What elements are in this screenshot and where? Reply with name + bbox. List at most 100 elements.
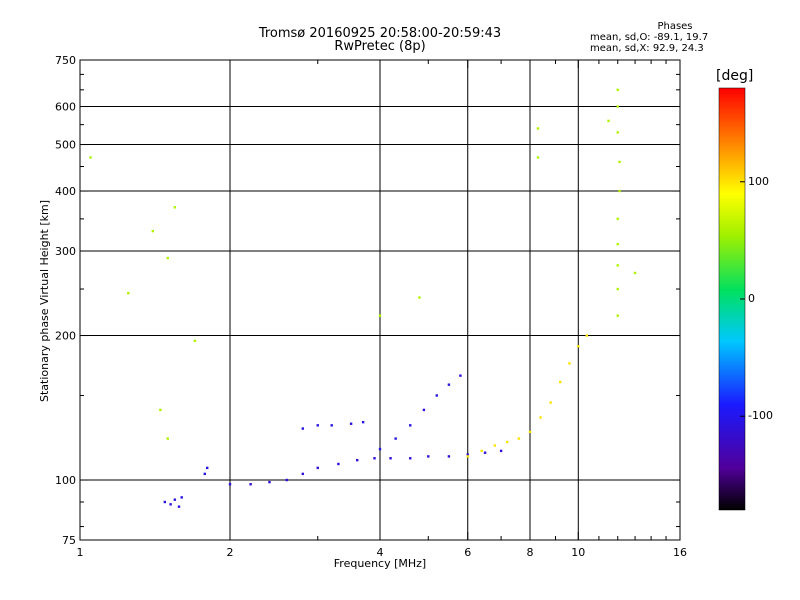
data-point bbox=[378, 447, 382, 451]
phases-o-mode: mean, sd,O: -89.1, 19.7 bbox=[590, 32, 709, 43]
data-point bbox=[177, 505, 181, 508]
data-point bbox=[616, 131, 619, 134]
data-point bbox=[447, 455, 451, 458]
data-point bbox=[355, 458, 359, 462]
x-tick-label: 10 bbox=[571, 546, 585, 559]
x-tick-label: 6 bbox=[464, 546, 471, 559]
y-axis-label: Stationary phase Virtual Height [km] bbox=[38, 200, 51, 402]
chart-subtitle: RwPretec (8p) bbox=[334, 39, 426, 54]
data-point bbox=[607, 119, 610, 123]
y-tick-label: 100 bbox=[55, 474, 76, 487]
x-tick-labels: 1 2 4 6 8 10 16 bbox=[77, 546, 688, 559]
y-tick-label: 300 bbox=[55, 245, 76, 258]
data-point bbox=[418, 296, 421, 299]
data-point bbox=[166, 437, 169, 440]
chart-title: Tromsø 20160925 20:58:00-20:59:43 bbox=[258, 26, 502, 41]
data-point bbox=[373, 457, 376, 460]
colorbar-ticks bbox=[740, 181, 745, 417]
data-point bbox=[301, 472, 305, 476]
data-point bbox=[616, 242, 619, 246]
data-point bbox=[151, 229, 155, 233]
y-tick-label: 75 bbox=[62, 534, 76, 547]
x-tick-label: 1 bbox=[77, 546, 84, 559]
data-point bbox=[127, 292, 130, 295]
phases-x-mode: mean, sd,X: 92.9, 24.3 bbox=[590, 43, 704, 54]
data-point bbox=[549, 401, 552, 404]
colorbar-label: [deg] bbox=[716, 68, 754, 84]
data-point bbox=[616, 264, 619, 267]
x-tick-label: 16 bbox=[673, 546, 687, 559]
data-point bbox=[616, 105, 619, 108]
phases-header: Phases bbox=[657, 21, 693, 32]
data-point bbox=[559, 380, 562, 384]
data-point bbox=[268, 480, 271, 484]
axis-ticks bbox=[79, 59, 681, 541]
y-tick-label: 500 bbox=[55, 139, 76, 152]
data-point bbox=[285, 478, 288, 482]
data-point bbox=[536, 127, 540, 130]
x-axis-label: Frequency [MHz] bbox=[334, 557, 426, 570]
scatter-points bbox=[89, 88, 637, 508]
data-point bbox=[173, 206, 177, 209]
data-point bbox=[466, 455, 469, 458]
data-point bbox=[180, 496, 183, 499]
colorbar-tick-label: 100 bbox=[748, 174, 769, 188]
data-point bbox=[618, 160, 621, 164]
y-tick-label: 200 bbox=[55, 330, 76, 343]
y-tick-label: 750 bbox=[55, 54, 76, 67]
data-point bbox=[378, 314, 382, 317]
data-point bbox=[337, 462, 340, 466]
phases-summary: Phases mean, sd,O: -89.1, 19.7 mean, sd,… bbox=[590, 21, 730, 54]
data-point bbox=[409, 457, 412, 460]
data-point bbox=[616, 314, 619, 317]
data-point bbox=[394, 437, 397, 440]
data-point bbox=[435, 394, 438, 397]
y-tick-label: 400 bbox=[55, 185, 76, 198]
data-point bbox=[301, 427, 305, 430]
data-point bbox=[316, 466, 319, 470]
data-point bbox=[577, 345, 580, 348]
data-point bbox=[499, 449, 503, 453]
data-point bbox=[585, 334, 588, 337]
data-point bbox=[618, 189, 621, 193]
data-point bbox=[409, 424, 412, 427]
colorbar-tick-label: 0 bbox=[748, 292, 755, 305]
data-point bbox=[616, 287, 619, 291]
data-point bbox=[205, 466, 209, 470]
data-point bbox=[616, 88, 619, 92]
data-point bbox=[459, 374, 462, 377]
data-point bbox=[249, 483, 252, 486]
data-point bbox=[536, 156, 540, 159]
data-point bbox=[228, 483, 232, 486]
y-tick-labels: 75 100 200 300 400 500 600 750 bbox=[55, 54, 76, 547]
data-point bbox=[483, 451, 487, 454]
data-point bbox=[389, 457, 392, 460]
data-point bbox=[163, 500, 167, 504]
data-point bbox=[166, 256, 169, 260]
data-point bbox=[89, 156, 92, 159]
data-point bbox=[616, 217, 619, 221]
colorbar-tick-label: -100 bbox=[748, 409, 773, 423]
x-tick-label: 4 bbox=[377, 546, 384, 559]
data-point bbox=[361, 420, 365, 424]
data-point bbox=[316, 424, 319, 427]
data-point bbox=[517, 437, 521, 440]
data-point bbox=[568, 362, 571, 365]
y-tick-label: 600 bbox=[55, 101, 76, 114]
data-point bbox=[422, 408, 426, 412]
data-point bbox=[633, 271, 637, 275]
data-point bbox=[480, 449, 483, 453]
x-tick-label: 2 bbox=[227, 546, 234, 559]
data-point bbox=[447, 383, 451, 386]
data-point bbox=[466, 453, 469, 456]
grid-lines bbox=[80, 60, 680, 540]
data-point bbox=[427, 455, 430, 458]
data-point bbox=[159, 408, 162, 412]
data-point bbox=[493, 444, 497, 447]
data-point bbox=[193, 339, 197, 343]
data-point bbox=[349, 422, 353, 425]
data-point bbox=[505, 440, 509, 444]
data-point bbox=[169, 503, 172, 506]
x-tick-label: 8 bbox=[527, 546, 534, 559]
